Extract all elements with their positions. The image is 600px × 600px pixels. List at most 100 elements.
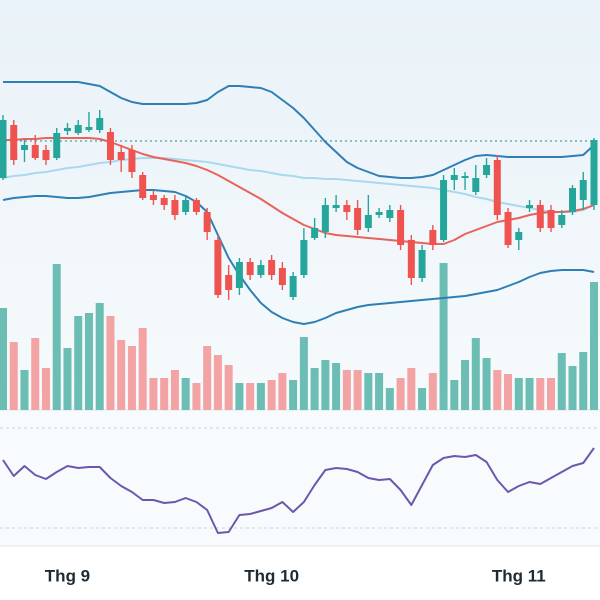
candle-body — [590, 140, 598, 205]
volume-bar — [9, 342, 18, 410]
volume-bar — [224, 365, 233, 410]
volume-bar — [471, 338, 480, 410]
candle-body — [515, 232, 523, 240]
volume-bar — [407, 368, 416, 410]
volume-bar — [375, 373, 384, 410]
volume-bar — [160, 378, 169, 410]
candle-body — [579, 180, 587, 200]
volume-bar — [385, 388, 394, 410]
volume-bar — [149, 378, 158, 410]
candle-body — [493, 160, 501, 215]
volume-bar — [418, 388, 427, 410]
candle-body — [300, 240, 308, 275]
candle-body — [547, 210, 555, 228]
volume-bar — [192, 383, 201, 410]
x-tick-label: Thg 11 — [492, 566, 546, 585]
candle-body — [311, 228, 319, 238]
candle-body — [483, 165, 491, 175]
volume-bar — [213, 355, 222, 410]
volume-bar — [267, 380, 276, 410]
volume-bar — [332, 363, 341, 410]
volume-bar — [20, 370, 29, 410]
volume-bar — [170, 370, 179, 410]
volume-bar — [31, 338, 40, 410]
candle-body — [182, 200, 190, 212]
volume-bar — [127, 346, 136, 410]
volume-bar — [396, 378, 405, 410]
candle-body — [354, 208, 362, 230]
x-tick-label: Thg 10 — [244, 566, 299, 585]
volume-bar — [493, 370, 502, 410]
candle-body — [289, 276, 297, 297]
volume-bar — [235, 383, 244, 410]
volume-bar — [310, 368, 319, 410]
volume-bar — [428, 373, 437, 410]
candle-body — [42, 150, 50, 160]
volume-bar — [353, 370, 362, 410]
middle-band-line — [3, 137, 595, 245]
candle-body — [343, 205, 351, 212]
volume-bar — [568, 366, 577, 410]
candle-body — [268, 260, 276, 275]
candle-body — [160, 198, 168, 205]
volume-bar — [52, 264, 61, 410]
volume-bar — [84, 313, 93, 410]
candle-body — [375, 212, 383, 215]
candle-body — [504, 212, 512, 245]
volume-bar — [74, 316, 83, 410]
volume-bar — [246, 383, 255, 410]
candle-body — [74, 125, 82, 133]
candle-body — [332, 205, 340, 208]
candle-body — [558, 215, 566, 225]
candle-body — [53, 133, 61, 158]
candle-body — [472, 178, 480, 192]
upper-band-line — [3, 81, 595, 179]
volume-bar — [557, 353, 566, 410]
candle-body — [461, 176, 469, 178]
volume-bar — [547, 378, 556, 410]
candle-body — [63, 128, 71, 131]
candle-body — [128, 150, 136, 172]
candle-body — [569, 188, 577, 212]
candle-body — [246, 262, 254, 275]
volume-bar — [514, 378, 523, 410]
volume-bar — [536, 378, 545, 410]
candle-body — [10, 125, 18, 160]
candle-body — [171, 200, 179, 215]
candle-body — [20, 145, 28, 150]
candle-body — [31, 145, 39, 158]
candle-body — [278, 268, 286, 285]
volume-bar — [525, 378, 534, 410]
rsi-line — [2, 447, 595, 534]
volume-bar — [504, 374, 513, 410]
candle-body — [386, 210, 394, 218]
candle-body — [96, 118, 104, 130]
volume-bar — [590, 282, 598, 410]
candle-body — [214, 240, 222, 295]
volume-bar — [117, 340, 126, 410]
volume-bar — [461, 360, 470, 410]
candle-body — [450, 175, 458, 180]
candle-body — [235, 262, 243, 288]
lower-band-line — [2, 189, 595, 325]
volume-bar — [289, 380, 298, 410]
candle-body — [536, 205, 544, 228]
candle-body — [321, 205, 329, 232]
volume-bar — [278, 373, 287, 410]
volume-bar — [450, 380, 459, 410]
candle-body — [429, 230, 437, 245]
volume-bar — [482, 358, 491, 410]
candle-body — [139, 175, 147, 198]
volume-bar — [95, 303, 104, 410]
volume-bar — [106, 316, 115, 410]
candle-body — [106, 132, 114, 160]
volume-bar — [138, 328, 147, 410]
candle-body — [117, 152, 125, 160]
volume-bar — [0, 308, 7, 410]
candle-body — [407, 240, 415, 278]
candle-body — [0, 120, 7, 178]
rsi-panel-background — [0, 410, 600, 546]
plot-layer: Thg 9 Thg 10 Thg 11 — [0, 81, 600, 585]
volume-bar — [342, 370, 351, 410]
